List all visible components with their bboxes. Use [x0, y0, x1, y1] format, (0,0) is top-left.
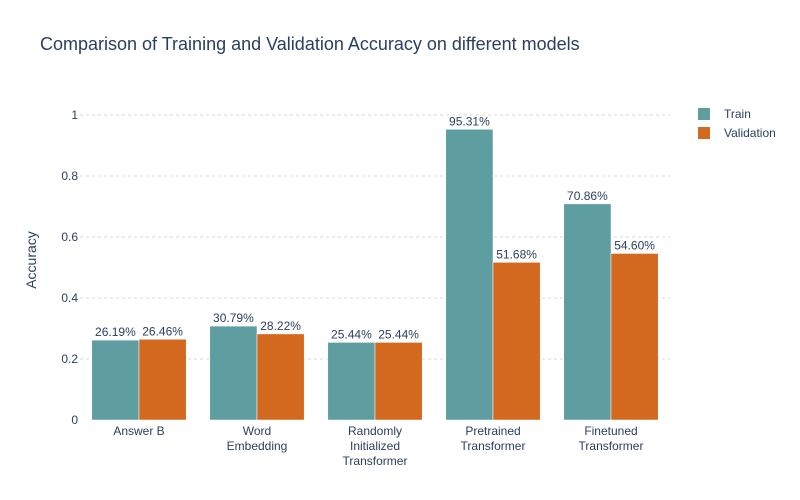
- bar-validation-3[interactable]: [492, 262, 541, 421]
- data-label: 95.31%: [449, 114, 490, 128]
- bar-train-0[interactable]: [91, 339, 140, 421]
- data-label: 26.19%: [95, 325, 136, 339]
- x-tick-label: Finetuned Transformer: [579, 424, 644, 453]
- data-labels: 26.19% 26.46% 30.79% 28.22% 25.44% 25.44% 95.3…: [95, 114, 655, 341]
- bar-validation-1[interactable]: [256, 333, 305, 421]
- x-tick-line: Finetuned: [584, 424, 637, 438]
- x-tick-line: Transformer: [343, 454, 408, 468]
- data-label: 30.79%: [213, 311, 254, 325]
- legend-label: Validation: [724, 126, 776, 140]
- legend[interactable]: Train Validation: [698, 107, 776, 140]
- y-axis-label: Accuracy: [23, 231, 39, 289]
- y-tick-label: 0.4: [61, 291, 78, 305]
- data-label: 25.44%: [331, 327, 372, 341]
- bar-train-1[interactable]: [209, 325, 258, 421]
- y-axis-ticks: 0 0.2 0.4 0.6 0.8 1: [61, 108, 78, 427]
- bar-validation-4[interactable]: [610, 253, 659, 421]
- legend-swatch: [698, 127, 710, 139]
- x-tick-line: Randomly: [348, 424, 402, 438]
- x-axis-ticks: Answer B Word Embedding Randomly Initialized…: [113, 424, 643, 468]
- x-tick-line: Initialized: [350, 439, 400, 453]
- y-tick-label: 1: [71, 108, 78, 122]
- legend-swatch: [698, 108, 710, 120]
- data-label: 54.60%: [614, 238, 655, 252]
- data-label: 26.46%: [142, 324, 183, 338]
- data-label: 51.68%: [496, 247, 537, 261]
- x-tick-line: Embedding: [227, 439, 288, 453]
- x-tick-label: Randomly Initialized Transformer: [343, 424, 408, 468]
- x-tick-line: Transformer: [579, 439, 644, 453]
- x-tick-line: Answer B: [113, 424, 164, 438]
- bar-train-4[interactable]: [563, 203, 612, 421]
- y-tick-label: 0.6: [61, 230, 78, 244]
- y-tick-label: 0.2: [61, 352, 78, 366]
- data-label: 25.44%: [378, 327, 419, 341]
- bar-train-3[interactable]: [445, 129, 494, 421]
- bar-train-2[interactable]: [327, 342, 376, 421]
- y-tick-label: 0: [71, 413, 78, 427]
- data-label: 70.86%: [567, 189, 608, 203]
- legend-label: Train: [724, 107, 751, 121]
- data-label: 28.22%: [260, 319, 301, 333]
- bar-validation-0[interactable]: [138, 339, 187, 421]
- x-tick-label: Word Embedding: [227, 424, 288, 453]
- chart-title: Comparison of Training and Validation Ac…: [40, 34, 580, 54]
- legend-item-validation[interactable]: Validation: [698, 126, 776, 140]
- x-tick-label: Pretrained Transformer: [461, 424, 526, 453]
- x-tick-line: Pretrained: [465, 424, 520, 438]
- legend-item-train[interactable]: Train: [698, 107, 751, 121]
- x-tick-label: Answer B: [113, 424, 164, 438]
- bar-validation-2[interactable]: [374, 342, 423, 421]
- x-tick-line: Transformer: [461, 439, 526, 453]
- y-tick-label: 0.8: [61, 169, 78, 183]
- x-tick-line: Word: [243, 424, 271, 438]
- bars: [91, 129, 659, 421]
